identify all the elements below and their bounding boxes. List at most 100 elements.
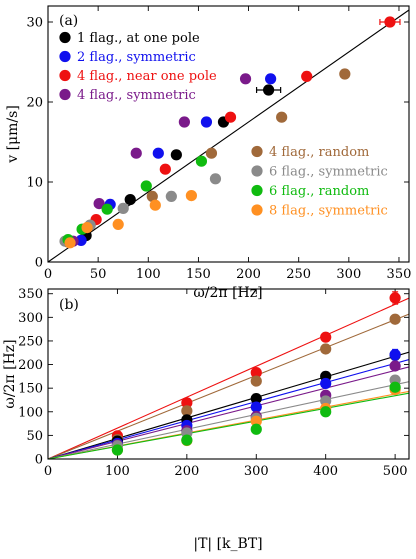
b-y-tick-label: 0: [35, 453, 43, 468]
a-point-series-7: [64, 237, 76, 249]
legend-label-3: 4 flag., symmetric: [77, 88, 196, 103]
b-point-series-3: [389, 349, 401, 361]
a-x-axis-label: ω/2π [Hz]: [193, 285, 262, 301]
b-point-series-6: [250, 415, 262, 427]
b-data-points: [111, 291, 401, 456]
b-point-series-7: [181, 434, 193, 446]
a-point-series-1: [265, 73, 277, 85]
b-point-series-0: [181, 397, 193, 409]
a-y-tick-label: 10: [26, 176, 43, 191]
b-y-tick-label: 250: [18, 334, 43, 349]
a-y-tick-label: 20: [26, 96, 43, 111]
a-fit-line: [47, 9, 410, 263]
legend-marker-4: [251, 145, 263, 158]
legend-marker-0: [59, 31, 71, 44]
b-fit-line-7: [47, 392, 410, 460]
a-panel-label: (a): [59, 13, 78, 29]
a-point-series-6: [195, 155, 208, 167]
a-point-series-0: [124, 194, 136, 206]
legend-label-2: 4 flag., near one pole: [77, 69, 217, 84]
a-x-tick-label: 200: [236, 267, 261, 282]
b-point-series-2: [250, 392, 262, 405]
b-point-series-0: [320, 331, 332, 343]
b-fit-line-1: [47, 313, 410, 460]
a-point-series-7: [185, 190, 197, 202]
b-point-series-1: [181, 405, 193, 417]
a-plot-frame: [47, 5, 410, 263]
a-x-tick-label: 50: [90, 267, 107, 282]
legend-marker-3: [59, 88, 71, 101]
a-point-series-2: [301, 70, 313, 82]
a-y-tick-label: 0: [35, 256, 43, 271]
b-point-series-7: [111, 444, 124, 456]
legend-label-7: 8 flag., symmetric: [269, 204, 388, 219]
legend-marker-1: [59, 50, 71, 63]
a-point-series-3: [178, 116, 190, 128]
a-point-series-4: [146, 190, 158, 202]
a-axis-ticks: 0 50 100 150 200 250 300 350 0 10 20 30: [26, 6, 411, 282]
a-point-series-7: [149, 199, 161, 211]
b-point-series-7: [389, 381, 401, 393]
a-legend: 1 flag., at one pole 2 flag., symmetric 4 …: [59, 31, 388, 219]
a-point-series-6: [101, 203, 113, 215]
a-point-series-0: [170, 149, 182, 161]
a-point-series-5: [165, 190, 177, 202]
b-x-tick-label: 500: [383, 464, 408, 479]
b-x-tick-label: 0: [44, 464, 52, 479]
a-point-series-5: [209, 173, 222, 185]
b-x-tick-label: 300: [244, 464, 269, 479]
b-point-series-7: [250, 423, 262, 435]
a-x-tick-label: 250: [286, 267, 311, 282]
a-fit-line-group: [47, 9, 410, 263]
b-y-tick-label: 100: [18, 405, 43, 420]
a-point-series-4: [276, 111, 288, 123]
b-y-tick-label: 300: [18, 311, 43, 326]
b-x-tick-label: 200: [174, 464, 199, 479]
b-y-axis-label: ω/2π [Hz]: [2, 339, 18, 408]
b-y-tick-label: 50: [26, 429, 43, 444]
a-x-tick-label: 150: [186, 267, 211, 282]
b-y-tick-label: 350: [18, 287, 43, 302]
a-point-series-1: [200, 116, 213, 128]
legend-marker-5: [251, 165, 263, 177]
a-point-series-0: [263, 84, 275, 96]
a-point-series-4: [339, 68, 351, 80]
a-point-series-3: [239, 73, 252, 85]
b-point-series-1: [320, 343, 332, 355]
legend-label-4: 4 flag., random: [269, 145, 369, 160]
b-fit-lines: [47, 297, 410, 460]
a-x-tick-label: 0: [44, 267, 52, 282]
b-fit-line-4: [47, 366, 410, 460]
a-point-series-6: [140, 180, 152, 192]
b-fit-line-0: [47, 297, 410, 460]
a-data-points: [59, 16, 401, 249]
a-point-series-4: [205, 147, 218, 159]
legend-marker-7: [251, 204, 263, 216]
b-point-series-3: [250, 401, 262, 413]
legend-label-0: 1 flag., at one pole: [77, 31, 200, 46]
b-y-tick-label: 200: [18, 358, 43, 373]
panel-b: 0 100 200 300 400 500 0 50 100 150 200 250 300 350 (b…: [2, 287, 410, 552]
a-point-series-3: [93, 198, 105, 210]
a-point-series-5: [117, 202, 129, 214]
a-point-series-2: [159, 163, 171, 175]
b-axis-ticks: 0 100 200 300 400 500 0 50 100 150 200 250 300 350: [18, 287, 409, 479]
b-point-series-0: [250, 366, 262, 379]
b-plot-frame-box: [47, 288, 410, 460]
b-point-series-3: [320, 377, 332, 390]
b-x-tick-label: 400: [313, 464, 338, 479]
a-point-series-2: [224, 111, 237, 123]
a-point-series-7: [81, 222, 93, 234]
legend-label-5: 6 flag., symmetric: [269, 165, 388, 180]
a-point-series-7: [112, 218, 124, 230]
a-point-series-3: [130, 147, 142, 159]
legend-marker-2: [59, 69, 71, 82]
b-x-axis-label: |T| [k_BT]: [193, 536, 262, 552]
a-point-series-2: [384, 16, 396, 28]
b-fit-line-3: [47, 359, 410, 460]
a-x-tick-label: 300: [336, 267, 361, 282]
a-x-tick-label: 100: [136, 267, 161, 282]
legend-marker-6: [251, 184, 263, 197]
